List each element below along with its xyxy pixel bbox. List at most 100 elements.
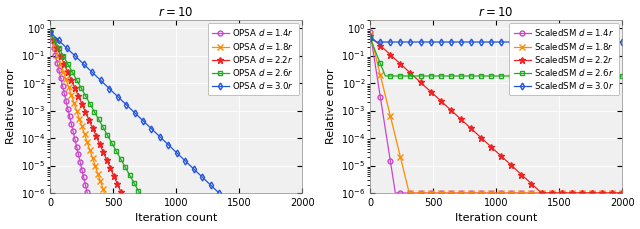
Title: $r = 10$: $r = 10$ xyxy=(159,5,194,19)
OPSA $d = 3.0r$ xyxy=(194,171,202,174)
OPSA $d = 2.6r$ xyxy=(76,84,83,86)
ScaledSM $d = 2.6r$ xyxy=(618,75,626,77)
Line: OPSA $d = 3.0r$: OPSA $d = 3.0r$ xyxy=(48,30,221,196)
ScaledSM $d = 3.0r$ xyxy=(372,41,380,43)
OPSA $d = 2.6r$ xyxy=(109,143,116,146)
ScaledSM $d = 2.6r$ xyxy=(380,71,388,74)
Legend: ScaledSM $d = 1.4r$, ScaledSM $d = 1.8r$, ScaledSM $d = 2.2r$, ScaledSM $d = 2.6: ScaledSM $d = 1.4r$, ScaledSM $d = 1.8r$… xyxy=(509,23,619,95)
ScaledSM $d = 1.4r$ xyxy=(380,118,388,120)
OPSA $d = 2.2r$ xyxy=(98,147,106,150)
OPSA $d = 3.0r$ xyxy=(55,39,63,42)
OPSA $d = 1.4r$ xyxy=(51,52,59,54)
ScaledSM $d = 2.2r$ xyxy=(618,192,626,194)
OPSA $d = 2.2r$ xyxy=(63,68,70,71)
ScaledSM $d = 1.8r$ xyxy=(388,124,396,127)
OPSA $d = 1.8r$ xyxy=(97,182,105,184)
OPSA $d = 3.0r$ xyxy=(140,120,148,123)
ScaledSM $d = 2.2r$ xyxy=(538,192,545,194)
Line: OPSA $d = 2.2r$: OPSA $d = 2.2r$ xyxy=(47,29,124,196)
ScaledSM $d = 1.8r$ xyxy=(366,32,374,35)
Line: OPSA $d = 1.8r$: OPSA $d = 1.8r$ xyxy=(47,29,108,196)
OPSA $d = 1.8r$ xyxy=(100,192,108,194)
Line: ScaledSM $d = 3.0r$: ScaledSM $d = 3.0r$ xyxy=(368,36,625,44)
ScaledSM $d = 1.4r$ xyxy=(618,192,626,194)
OPSA $d = 2.2r$ xyxy=(102,157,110,160)
ScaledSM $d = 2.6r$ xyxy=(460,75,468,77)
Line: OPSA $d = 1.4r$: OPSA $d = 1.4r$ xyxy=(48,30,90,196)
ScaledSM $d = 1.4r$ xyxy=(574,192,582,194)
OPSA $d = 2.6r$ xyxy=(92,113,99,115)
OPSA $d = 2.2r$ xyxy=(109,173,116,175)
ScaledSM $d = 3.0r$ xyxy=(460,41,468,43)
ScaledSM $d = 1.8r$ xyxy=(460,192,468,194)
OPSA $d = 2.2r$ xyxy=(56,53,64,56)
OPSA $d = 3.0r$ xyxy=(46,31,54,34)
ScaledSM $d = 1.8r$ xyxy=(380,88,388,91)
ScaledSM $d = 1.4r$ xyxy=(372,67,380,70)
Legend: OPSA $d = 1.4r$, OPSA $d = 1.8r$, OPSA $d = 2.2r$, OPSA $d = 2.6r$, OPSA $d = 3.: OPSA $d = 1.4r$, OPSA $d = 1.8r$, OPSA $… xyxy=(207,23,299,95)
X-axis label: Iteration count: Iteration count xyxy=(135,213,218,224)
ScaledSM $d = 3.0r$ xyxy=(574,41,582,43)
Title: $r = 10$: $r = 10$ xyxy=(479,5,514,19)
ScaledSM $d = 2.2r$ xyxy=(372,40,380,43)
OPSA $d = 1.8r$ xyxy=(48,36,56,38)
OPSA $d = 1.4r$ xyxy=(83,192,91,194)
ScaledSM $d = 3.0r$ xyxy=(380,41,388,43)
ScaledSM $d = 3.0r$ xyxy=(518,41,525,43)
OPSA $d = 1.4r$ xyxy=(79,171,86,174)
OPSA $d = 2.6r$ xyxy=(101,130,109,132)
ScaledSM $d = 2.2r$ xyxy=(460,120,468,123)
OPSA $d = 1.4r$ xyxy=(63,102,70,104)
OPSA $d = 2.2r$ xyxy=(46,31,54,34)
OPSA $d = 1.4r$ xyxy=(70,135,78,138)
ScaledSM $d = 2.2r$ xyxy=(366,35,374,38)
OPSA $d = 2.2r$ xyxy=(118,192,125,194)
ScaledSM $d = 2.6r$ xyxy=(372,51,380,54)
ScaledSM $d = 2.2r$ xyxy=(380,47,388,50)
ScaledSM $d = 2.6r$ xyxy=(366,37,374,40)
Line: ScaledSM $d = 2.2r$: ScaledSM $d = 2.2r$ xyxy=(367,33,625,196)
ScaledSM $d = 1.4r$ xyxy=(460,192,468,194)
Line: OPSA $d = 2.6r$: OPSA $d = 2.6r$ xyxy=(48,30,142,196)
ScaledSM $d = 1.8r$ xyxy=(618,192,626,194)
Line: ScaledSM $d = 1.4r$: ScaledSM $d = 1.4r$ xyxy=(368,30,625,196)
OPSA $d = 3.0r$ xyxy=(127,108,135,111)
ScaledSM $d = 2.6r$ xyxy=(518,75,525,77)
ScaledSM $d = 1.4r$ xyxy=(518,192,525,194)
OPSA $d = 1.8r$ xyxy=(65,87,73,90)
ScaledSM $d = 2.2r$ xyxy=(518,173,525,176)
ScaledSM $d = 2.6r$ xyxy=(389,75,397,77)
OPSA $d = 2.6r$ xyxy=(97,122,105,125)
OPSA $d = 3.0r$ xyxy=(123,104,131,107)
ScaledSM $d = 2.2r$ xyxy=(388,55,396,58)
OPSA $d = 1.4r$ xyxy=(49,44,57,47)
Line: ScaledSM $d = 2.6r$: ScaledSM $d = 2.6r$ xyxy=(368,36,625,78)
OPSA $d = 2.6r$ xyxy=(125,174,133,176)
ScaledSM $d = 3.0r$ xyxy=(366,37,374,40)
OPSA $d = 1.8r$ xyxy=(97,180,104,183)
ScaledSM $d = 1.8r$ xyxy=(372,55,380,58)
ScaledSM $d = 1.4r$ xyxy=(388,174,396,177)
ScaledSM $d = 1.8r$ xyxy=(518,192,525,194)
OPSA $d = 2.6r$ xyxy=(46,31,54,34)
ScaledSM $d = 1.8r$ xyxy=(574,192,582,194)
OPSA $d = 2.2r$ xyxy=(86,121,94,124)
Y-axis label: Relative error: Relative error xyxy=(6,68,15,144)
ScaledSM $d = 2.2r$ xyxy=(574,192,582,194)
X-axis label: Iteration count: Iteration count xyxy=(455,213,538,224)
OPSA $d = 2.6r$ xyxy=(136,192,143,194)
Line: ScaledSM $d = 1.8r$: ScaledSM $d = 1.8r$ xyxy=(367,31,625,196)
ScaledSM $d = 3.0r$ xyxy=(389,41,397,43)
OPSA $d = 1.8r$ xyxy=(49,38,56,40)
ScaledSM $d = 1.4r$ xyxy=(392,192,399,194)
ScaledSM $d = 1.4r$ xyxy=(366,31,374,34)
OPSA $d = 3.0r$ xyxy=(215,192,223,194)
Y-axis label: Relative error: Relative error xyxy=(326,68,335,144)
ScaledSM $d = 1.8r$ xyxy=(405,192,413,194)
OPSA $d = 3.0r$ xyxy=(163,142,171,145)
OPSA $d = 1.4r$ xyxy=(46,31,54,34)
ScaledSM $d = 3.0r$ xyxy=(618,41,626,43)
ScaledSM $d = 2.6r$ xyxy=(381,75,389,77)
OPSA $d = 1.8r$ xyxy=(46,31,54,34)
ScaledSM $d = 3.0r$ xyxy=(372,40,380,43)
